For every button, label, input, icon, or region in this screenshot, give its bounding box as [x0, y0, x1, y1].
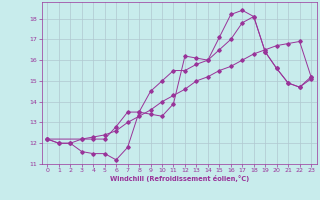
X-axis label: Windchill (Refroidissement éolien,°C): Windchill (Refroidissement éolien,°C) [109, 175, 249, 182]
